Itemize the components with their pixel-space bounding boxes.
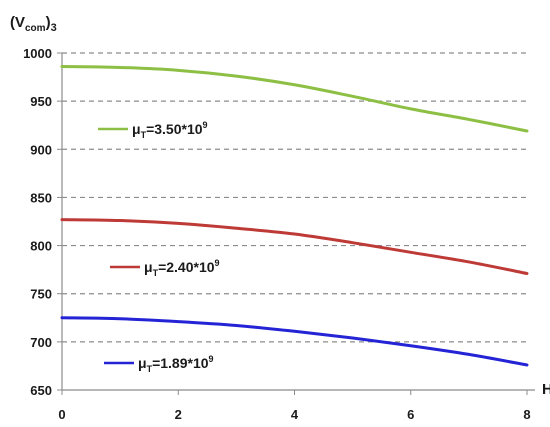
legend-label-part: =3.50*10	[146, 121, 203, 137]
legend-label: μT=3.50*109	[132, 120, 208, 140]
series-line	[60, 218, 529, 275]
y-tick-label: 850	[30, 190, 52, 205]
x-tick-label: 0	[58, 407, 65, 422]
legend-label-part: 9	[203, 120, 208, 130]
y-tick-label: 1000	[23, 46, 52, 61]
y-axis-title-main: (V	[10, 14, 25, 31]
legend-label: μT=1.89*109	[138, 354, 214, 374]
y-axis-title-subscript: com	[25, 23, 46, 34]
x-tick-label: 8	[523, 407, 530, 422]
y-tick-label: 800	[30, 239, 52, 254]
x-axis-title: H	[542, 381, 550, 398]
series-line	[60, 316, 529, 367]
y-tick-label: 950	[30, 94, 52, 109]
legend-item: μT=3.50*109	[98, 120, 208, 140]
legend-label-part: T	[147, 364, 153, 374]
legend-label-part: 9	[215, 258, 220, 268]
legend-label-part: T	[153, 268, 159, 278]
legend-item: μT=1.89*109	[104, 354, 214, 374]
series-lines	[60, 64, 529, 367]
legend-label-part: 9	[209, 354, 214, 364]
y-axis-title-close: )	[46, 14, 51, 31]
tick-labels: 650 700 750 800 850 900 950 1000 0 2 4 6 8	[23, 46, 531, 422]
y-axis-title-tail: 3	[51, 22, 57, 34]
y-tick-label: 700	[30, 335, 52, 350]
legend-label-part: =1.89*10	[152, 355, 209, 371]
x-tick-label: 2	[175, 407, 182, 422]
legend-label-part: μ	[132, 121, 141, 137]
legend-item: μT=2.40*109	[110, 258, 220, 278]
y-axis-title: (Vcom)3	[10, 14, 57, 34]
x-tick-label: 6	[407, 407, 414, 422]
series-line	[60, 64, 529, 133]
y-tick-label: 650	[30, 383, 52, 398]
legend-label-part: μ	[138, 355, 147, 371]
y-tick-label: 750	[30, 287, 52, 302]
legend-label: μT=2.40*109	[144, 258, 220, 278]
y-tick-label: 900	[30, 142, 52, 157]
legend-label-part: μ	[144, 259, 153, 275]
legend-label-part: T	[141, 130, 147, 140]
axes	[57, 52, 535, 395]
legend-label-part: =2.40*10	[158, 259, 215, 275]
gridlines	[62, 52, 527, 343]
x-tick-label: 4	[291, 407, 299, 422]
